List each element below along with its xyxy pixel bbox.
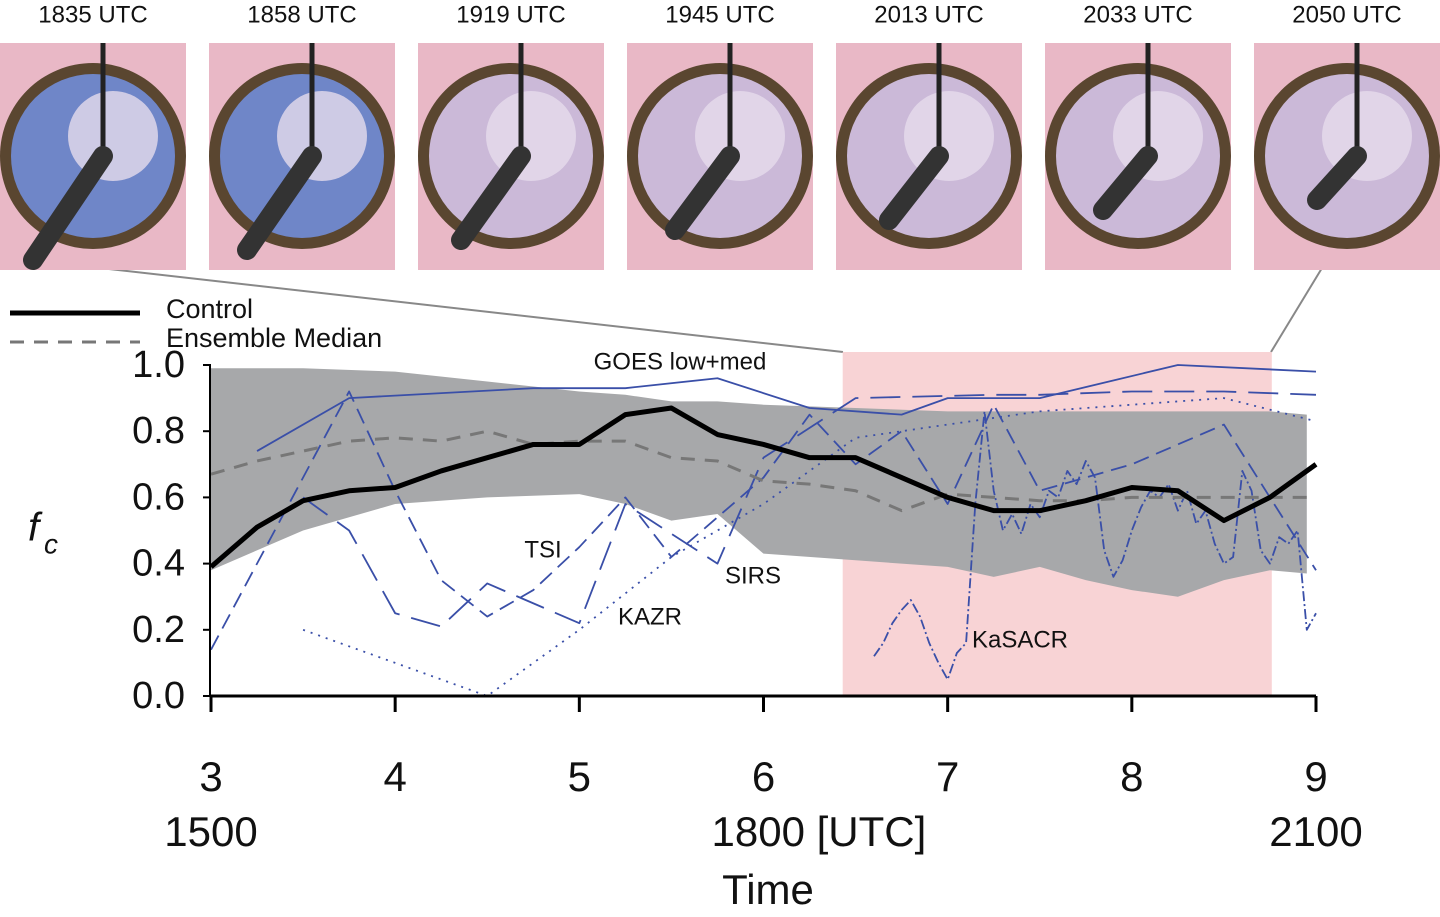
photo-cloud — [695, 91, 785, 181]
photo-shadowband — [1093, 146, 1158, 220]
photo-shadowband — [1307, 146, 1367, 210]
ensemble-range — [211, 368, 1307, 597]
sky-photo — [0, 43, 186, 270]
y-axis-title-subscript: c — [44, 528, 58, 559]
photo-label: 2013 UTC — [874, 1, 983, 28]
series-label: KaSACR — [972, 626, 1068, 653]
series-line — [873, 410, 1317, 681]
series-line — [302, 390, 1317, 628]
series-line — [256, 364, 1317, 452]
x-tick-label: 3 — [199, 753, 222, 800]
photo-shadowband — [665, 146, 740, 240]
photo-label: 1858 UTC — [247, 1, 356, 28]
photo-cloud — [68, 91, 158, 181]
sky-photo — [418, 43, 604, 270]
photo-cloud — [486, 91, 576, 181]
photo-label: 2033 UTC — [1083, 1, 1192, 28]
series-line — [209, 405, 1318, 569]
sky-photo — [1045, 43, 1231, 270]
series-label: GOES low+med — [594, 348, 767, 375]
series-label: SIRS — [725, 562, 781, 589]
connector — [1270, 267, 1323, 353]
photo-cloud — [277, 91, 367, 181]
sky-photo — [627, 43, 813, 270]
y-axis-title: f — [28, 506, 43, 550]
photo-label: 2050 UTC — [1292, 1, 1401, 28]
x2-tick-label: 2100 — [1269, 808, 1362, 855]
photo-shadowband — [451, 146, 531, 250]
x-tick-label: 7 — [936, 753, 959, 800]
x-tick-label: 6 — [752, 753, 775, 800]
x-tick-label: 8 — [1120, 753, 1143, 800]
sky-photo — [1254, 43, 1440, 270]
series-line — [210, 390, 1317, 651]
x2-tick-label: 1800 [UTC] — [712, 808, 927, 855]
x-tick-label: 9 — [1304, 753, 1327, 800]
sky-photo — [836, 43, 1022, 270]
y-tick-label: 0.8 — [132, 410, 185, 452]
x2-tick-label: 1500 — [164, 808, 257, 855]
legend-label: Control — [166, 294, 253, 324]
legend-label: Ensemble Median — [166, 323, 382, 353]
photo-label: 1835 UTC — [38, 1, 147, 28]
x-axis-title: Time — [722, 866, 814, 913]
y-tick-label: 0.4 — [132, 543, 185, 585]
y-tick-label: 0.0 — [132, 675, 185, 717]
series-line — [210, 429, 1316, 513]
x-tick-label: 5 — [568, 753, 591, 800]
y-tick-label: 0.6 — [132, 476, 185, 518]
y-tick-label: 0.2 — [132, 609, 185, 651]
photo-shadowband — [23, 146, 113, 270]
photo-shadowband — [879, 146, 949, 230]
series-label: KAZR — [618, 603, 682, 630]
sky-photo — [209, 43, 395, 270]
y-tick-label: 1.0 — [132, 344, 185, 386]
series-label: TSI — [524, 536, 561, 563]
photo-shadowband — [237, 146, 322, 260]
connector — [99, 267, 844, 353]
photo-label: 1945 UTC — [665, 1, 774, 28]
photo-label: 1919 UTC — [456, 1, 565, 28]
x-tick-label: 4 — [383, 753, 406, 800]
